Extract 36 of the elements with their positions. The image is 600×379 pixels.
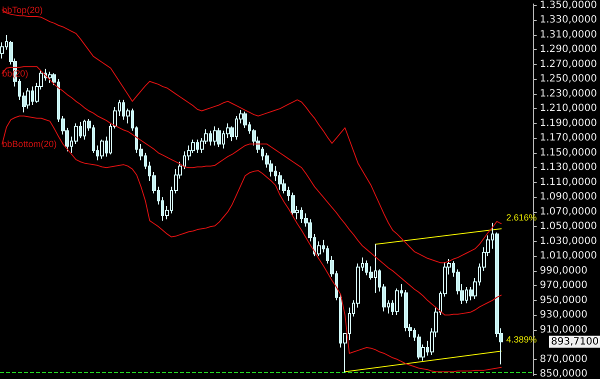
y-tick-label: 1.190,0000 xyxy=(540,118,598,129)
y-tick-label: 950,0000 xyxy=(540,294,588,306)
y-tick-label: 1.230,0000 xyxy=(540,88,598,100)
text: 893,7100 xyxy=(551,336,599,348)
y-tick-label: 1.310,0000 xyxy=(540,29,598,40)
y-tick-label: 970,0000 xyxy=(540,280,588,292)
candlestick xyxy=(48,71,52,84)
y-tick-label: 1.270,0000 xyxy=(540,58,598,70)
candlestick xyxy=(26,88,30,110)
candlestick xyxy=(395,288,399,316)
y-tick-label: 990,0000 xyxy=(540,265,588,276)
series-label: bbBottom(20) xyxy=(2,139,57,150)
y-tick-label: 1.030,0000 xyxy=(540,236,598,247)
y-tick-label: 1.170,0000 xyxy=(540,132,598,144)
line-series xyxy=(2,66,502,316)
y-tick-label: 1.290,0000 xyxy=(540,44,598,56)
y-tick-label: 1.350,0000 xyxy=(540,0,598,11)
y-tick-label: 1.110,0000 xyxy=(540,176,598,188)
candlestick xyxy=(217,127,221,148)
y-tick-label: 1.210,0000 xyxy=(540,103,598,114)
candlestick xyxy=(100,139,104,160)
y-tick-label: 1.150,0000 xyxy=(540,147,598,158)
y-tick-label: 1.010,0000 xyxy=(540,250,598,262)
y-tick-label: 910,0000 xyxy=(540,324,588,336)
y-tick-label: 1.330,0000 xyxy=(540,14,598,26)
y-tick-label: 1.250,0000 xyxy=(540,74,598,85)
y-tick-label: 930,0000 xyxy=(540,310,588,321)
y-tick-label: 870,0000 xyxy=(540,354,588,365)
y-tick-label: 1.130,0000 xyxy=(540,162,598,174)
candlestick xyxy=(213,126,217,146)
series-label: bbTop(20) xyxy=(2,4,43,15)
y-tick-label: 1.090,0000 xyxy=(540,192,598,203)
y-tick-label: 1.070,0000 xyxy=(540,206,598,218)
line-series xyxy=(2,116,502,372)
y-tick-label: 850,0000 xyxy=(540,368,588,379)
y-tick-label: 1.050,0000 xyxy=(540,221,598,232)
